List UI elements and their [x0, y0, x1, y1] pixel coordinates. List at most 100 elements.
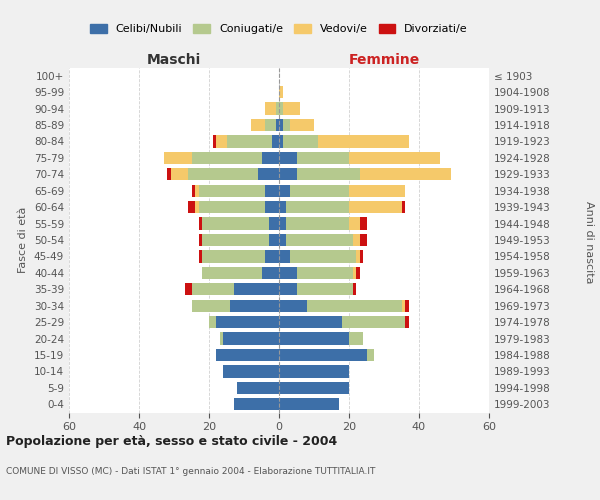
Bar [199, 201, 265, 213]
Bar [401, 300, 405, 312]
Bar [279, 266, 296, 279]
Bar [265, 201, 279, 213]
Bar [209, 316, 216, 328]
Bar [269, 234, 279, 246]
Bar [349, 332, 363, 344]
Bar [349, 201, 401, 213]
Bar [265, 184, 279, 197]
Bar [220, 332, 223, 344]
Bar [191, 283, 233, 296]
Bar [356, 266, 359, 279]
Text: Femmine: Femmine [349, 54, 419, 68]
Bar [188, 168, 258, 180]
Bar [258, 168, 279, 180]
Bar [223, 332, 279, 344]
Bar [262, 152, 279, 164]
Bar [212, 136, 216, 147]
Bar [279, 102, 283, 115]
Bar [279, 201, 286, 213]
Legend: Celibi/Nubili, Coniugati/e, Vedovi/e, Divorziati/e: Celibi/Nubili, Coniugati/e, Vedovi/e, Di… [86, 20, 472, 39]
Bar [202, 218, 269, 230]
Bar [279, 398, 338, 410]
Text: Anni di nascita: Anni di nascita [584, 201, 594, 284]
Bar [279, 152, 296, 164]
Bar [279, 382, 349, 394]
Bar [283, 102, 300, 115]
Bar [233, 283, 279, 296]
Bar [279, 366, 349, 378]
Bar [279, 332, 349, 344]
Bar [163, 152, 191, 164]
Bar [227, 136, 272, 147]
Text: Popolazione per età, sesso e stato civile - 2004: Popolazione per età, sesso e stato civil… [6, 435, 337, 448]
Bar [216, 349, 279, 361]
Bar [272, 136, 279, 147]
Bar [283, 119, 290, 131]
Bar [405, 316, 409, 328]
Bar [349, 184, 405, 197]
Y-axis label: Fasce di età: Fasce di età [19, 207, 28, 273]
Bar [199, 184, 265, 197]
Bar [283, 136, 317, 147]
Bar [349, 152, 440, 164]
Bar [223, 366, 279, 378]
Bar [349, 218, 359, 230]
Bar [279, 184, 290, 197]
Bar [185, 283, 191, 296]
Bar [290, 119, 314, 131]
Bar [199, 218, 202, 230]
Bar [279, 168, 296, 180]
Bar [275, 119, 279, 131]
Bar [195, 184, 199, 197]
Bar [286, 234, 353, 246]
Bar [269, 218, 279, 230]
Bar [216, 316, 279, 328]
Bar [265, 119, 275, 131]
Bar [279, 300, 307, 312]
Bar [195, 201, 199, 213]
Bar [286, 218, 349, 230]
Bar [286, 201, 349, 213]
Bar [342, 316, 405, 328]
Bar [265, 250, 279, 262]
Bar [202, 266, 262, 279]
Bar [202, 234, 269, 246]
Bar [279, 86, 283, 99]
Bar [279, 136, 283, 147]
Bar [279, 218, 286, 230]
Bar [353, 266, 356, 279]
Bar [307, 300, 401, 312]
Bar [367, 349, 373, 361]
Bar [191, 300, 230, 312]
Bar [296, 152, 349, 164]
Bar [265, 102, 275, 115]
Bar [279, 349, 367, 361]
Bar [356, 250, 359, 262]
Bar [359, 250, 363, 262]
Bar [233, 398, 279, 410]
Bar [191, 152, 262, 164]
Bar [359, 234, 367, 246]
Bar [216, 136, 227, 147]
Text: Maschi: Maschi [147, 54, 201, 68]
Bar [296, 283, 353, 296]
Bar [230, 300, 279, 312]
Bar [296, 168, 359, 180]
Bar [170, 168, 188, 180]
Bar [359, 168, 451, 180]
Bar [290, 250, 356, 262]
Bar [279, 250, 290, 262]
Bar [279, 119, 283, 131]
Bar [317, 136, 409, 147]
Bar [353, 283, 356, 296]
Bar [275, 102, 279, 115]
Bar [279, 283, 296, 296]
Bar [199, 250, 202, 262]
Bar [167, 168, 170, 180]
Bar [359, 218, 367, 230]
Bar [296, 266, 353, 279]
Bar [353, 234, 359, 246]
Bar [251, 119, 265, 131]
Text: COMUNE DI VISSO (MC) - Dati ISTAT 1° gennaio 2004 - Elaborazione TUTTITALIA.IT: COMUNE DI VISSO (MC) - Dati ISTAT 1° gen… [6, 468, 376, 476]
Bar [262, 266, 279, 279]
